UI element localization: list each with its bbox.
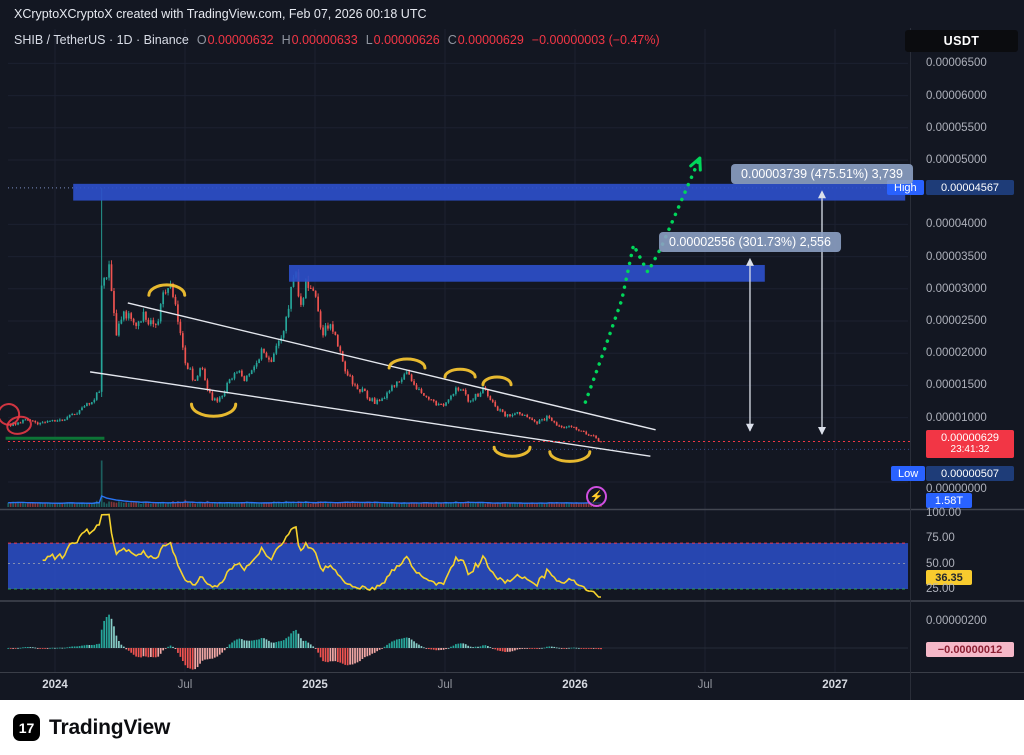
low-marker-label: Low	[891, 466, 926, 481]
symbol-title[interactable]: SHIB / TetherUS · 1D · Binance	[14, 33, 189, 47]
time-tick-label: 2026	[562, 679, 588, 691]
tradingview-logo-mark: 17	[13, 714, 40, 741]
ohlc-low-label: L	[365, 33, 373, 47]
volume-ma-line	[8, 495, 602, 504]
price-range-label-2[interactable]: 0.00003739 (475.51%) 3,739	[731, 164, 913, 185]
price-tick-label: 0.00001500	[926, 379, 987, 392]
price-tick-label: 0.00006500	[926, 57, 987, 70]
macd-tick-label: 0.00000200	[926, 615, 987, 627]
price-tick-label: 0.00003000	[926, 282, 987, 295]
tradingview-wordmark: TradingView	[49, 715, 171, 739]
time-tick-label: Jul	[437, 679, 453, 691]
last-price-label: 0.00000629 23:41:32	[926, 430, 1014, 458]
bar-countdown: 23:41:32	[950, 444, 990, 455]
time-tick-label: Jul	[697, 679, 713, 691]
price-tick-label: 0.00002000	[926, 347, 987, 360]
time-tick-label: Jul	[177, 679, 193, 691]
low-price-label: 0.00000507	[926, 466, 1014, 481]
symbol-legend[interactable]: SHIB / TetherUS · 1D · Binance O0.0000063…	[14, 33, 660, 47]
currency-button[interactable]: USDT	[905, 30, 1018, 52]
ohlc-high-label: H	[281, 33, 291, 47]
time-tick-label: 2025	[302, 679, 328, 691]
lightning-icon[interactable]: ⚡	[586, 486, 607, 507]
price-tick-label: 0.00004000	[926, 218, 987, 231]
tradingview-logo[interactable]: 17 TradingView	[13, 714, 170, 741]
ohlc-change: −0.00000003 (−0.47%)	[531, 33, 660, 47]
macd-value-label: −0.00000012	[926, 642, 1014, 657]
ohlc-open-value: 0.00000632	[207, 33, 274, 47]
projection-arrow[interactable]	[583, 156, 702, 404]
ohlc-open-label: O	[196, 33, 207, 47]
time-axis[interactable]: 2024 Jul 2025 Jul 2026 Jul 2027	[0, 0, 1024, 700]
ohlc-low-value: 0.00000626	[373, 33, 440, 47]
macd-histogram	[7, 614, 602, 670]
footer-bar: 17 TradingView	[0, 700, 1024, 755]
hand-marks[interactable]	[0, 402, 105, 440]
lightning-glyph: ⚡	[589, 491, 604, 503]
rsi-band[interactable]	[8, 542, 908, 590]
price-axis[interactable]: High 0.00004567 0.00000629 23:41:32 Low …	[0, 0, 1024, 700]
rsi-tick-label: 100.00	[926, 506, 962, 519]
time-tick-label: 2024	[42, 679, 68, 691]
price-tick-label: 0.00005500	[926, 121, 987, 134]
rsi-tick-label: 50.00	[926, 557, 955, 570]
high-price-label: 0.00004567	[926, 180, 1014, 195]
yellow-arc-annotations[interactable]	[147, 283, 592, 463]
pane-separators[interactable]	[0, 28, 1024, 700]
rsi-tick-label: 75.00	[926, 532, 955, 544]
price-tick-label: 0.00001000	[926, 411, 987, 424]
price-tick-label: 0.00006000	[926, 89, 987, 102]
rsi-tick-label: 25.00	[926, 583, 955, 595]
ohlc-close-label: C	[447, 33, 457, 47]
volume-series	[7, 460, 602, 507]
wedge-trendlines[interactable]	[89, 302, 656, 457]
attribution-text: XCryptoXCryptoX created with TradingView…	[14, 7, 427, 21]
ohlc-close-value: 0.00000629	[457, 33, 524, 47]
time-tick-label: 2027	[822, 679, 848, 691]
price-tick-label: 0.00002500	[926, 315, 987, 327]
price-tick-label: 0.00000000	[926, 483, 987, 495]
chart-canvas[interactable]	[0, 0, 1024, 700]
supply-zones[interactable]	[73, 183, 906, 282]
volume-axis-label: 1.58T	[926, 493, 972, 508]
rsi-value-label: 36.35	[926, 570, 972, 585]
last-price-value: 0.00000629	[940, 432, 1000, 444]
rsi-line	[42, 513, 601, 598]
price-tick-label: 0.00005000	[926, 154, 987, 166]
price-tick-label: 0.00003500	[926, 250, 987, 263]
price-range-label-1[interactable]: 0.00002556 (301.73%) 2,556	[658, 231, 841, 252]
ohlc-high-value: 0.00000633	[291, 33, 358, 47]
attribution-bar: XCryptoXCryptoX created with TradingView…	[0, 0, 1024, 28]
